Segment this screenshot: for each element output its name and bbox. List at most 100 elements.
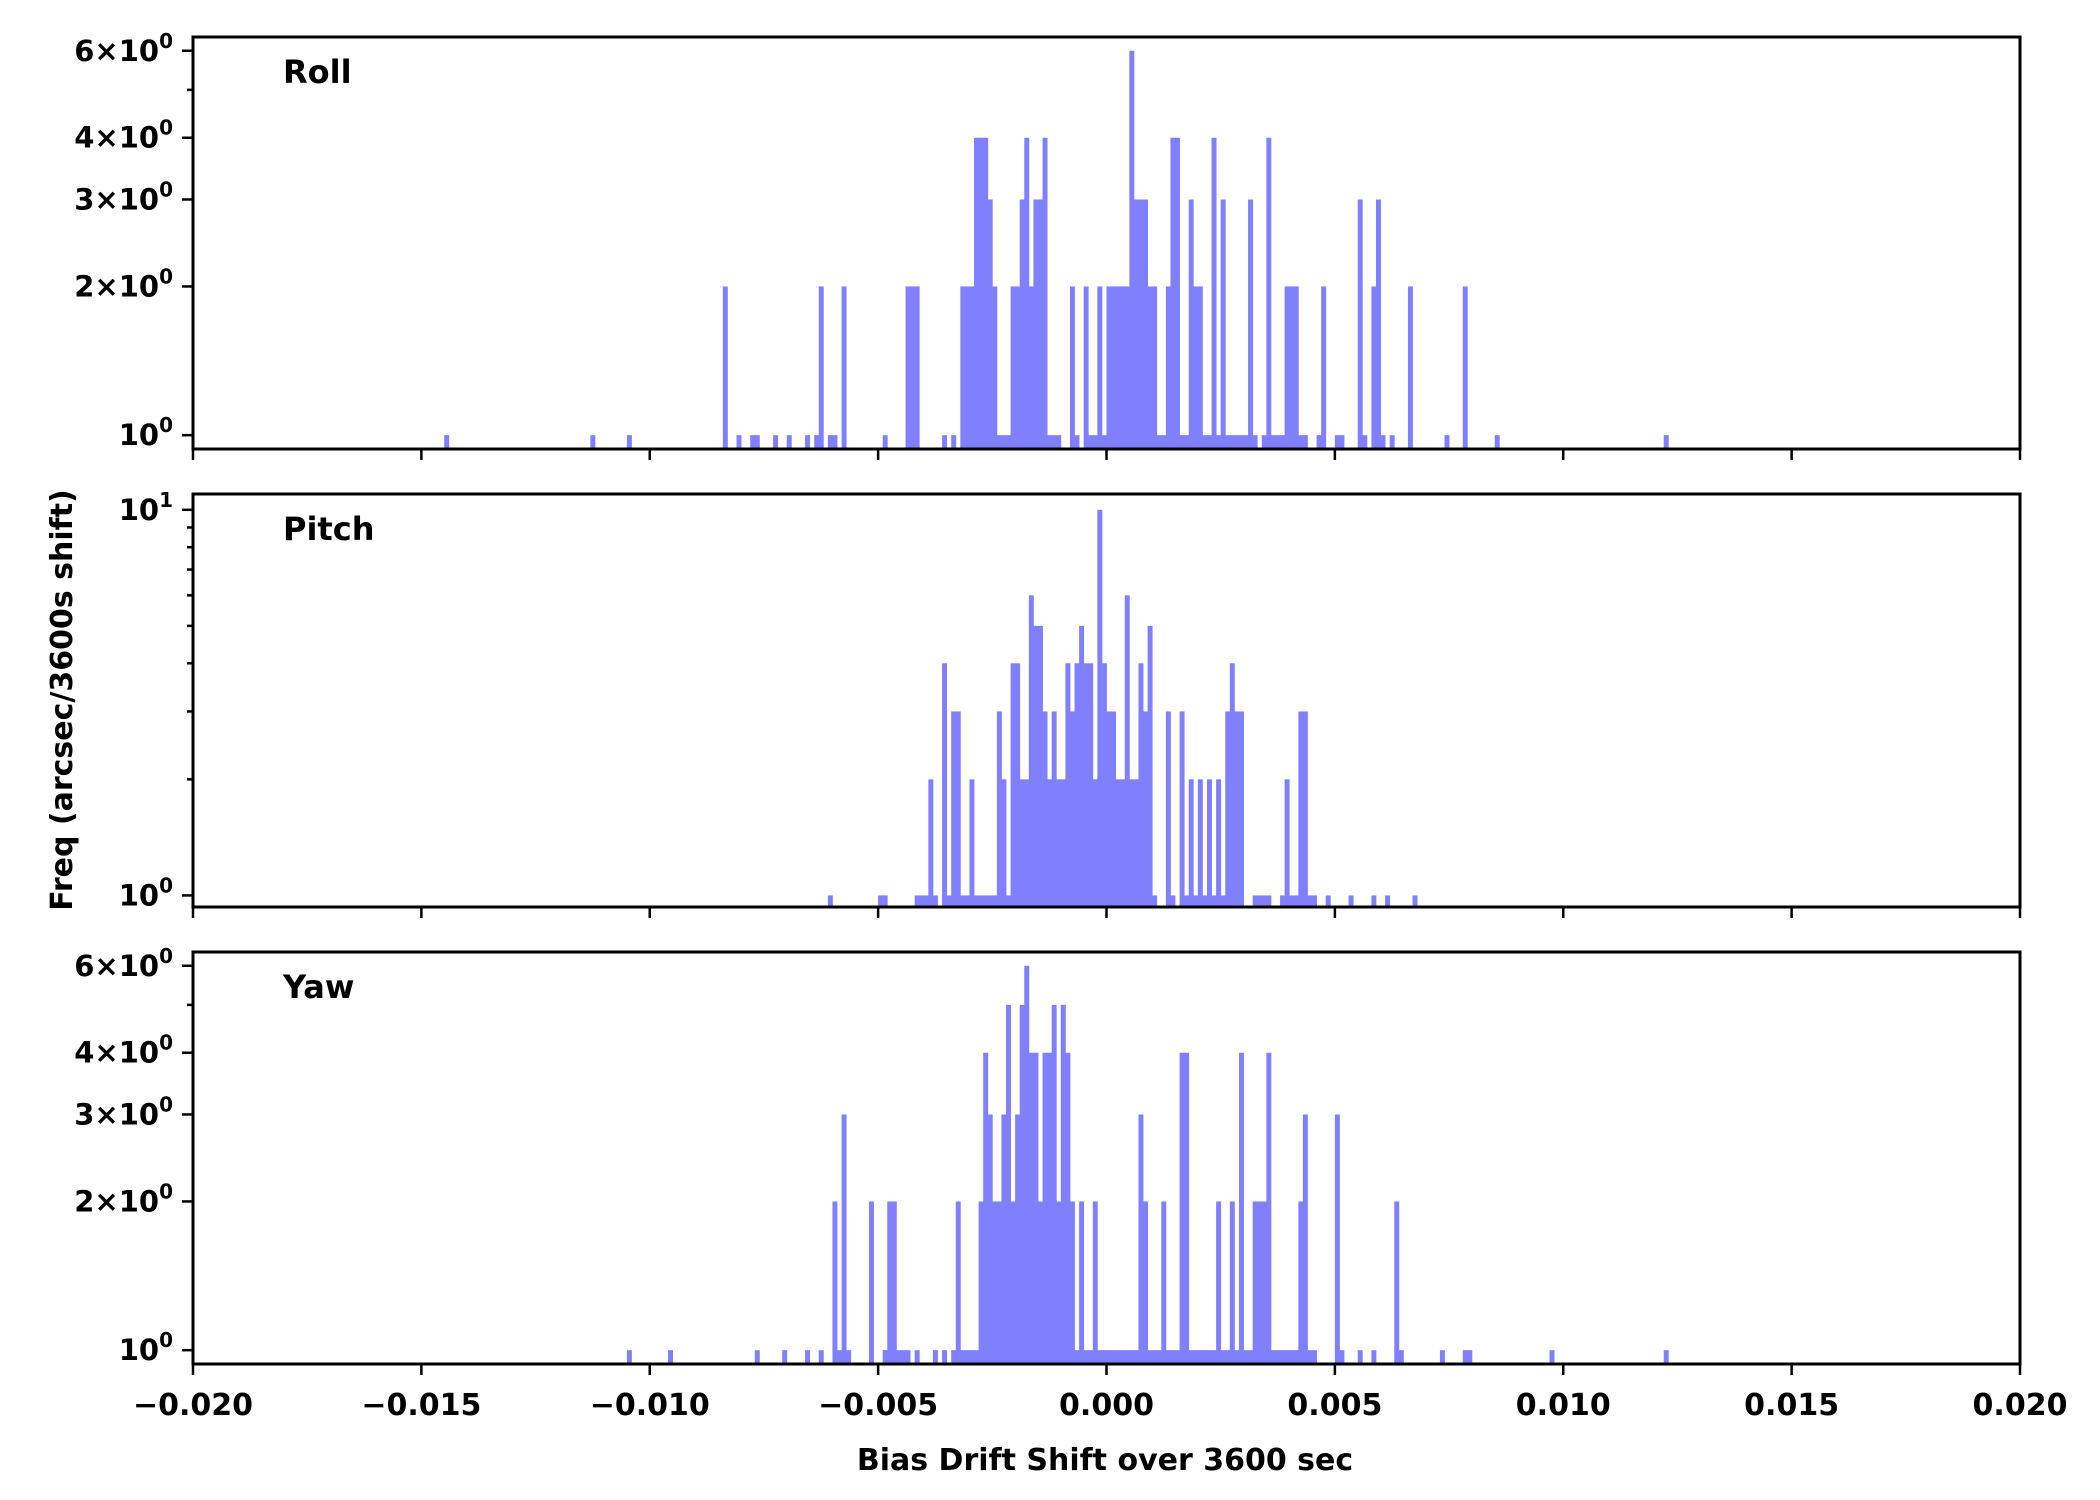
histogram-bar: [964, 286, 970, 449]
histogram-bar: [1083, 663, 1089, 907]
histogram-bar: [1170, 137, 1176, 449]
histogram-bar: [1298, 1201, 1304, 1364]
panel-label-pitch: Pitch: [283, 510, 374, 548]
histogram-bar: [910, 286, 916, 449]
histogram-bar: [914, 895, 920, 907]
histogram-bar: [1065, 1052, 1071, 1364]
histogram-bar: [1088, 663, 1094, 907]
histogram-bar: [868, 1201, 874, 1364]
histogram-bar: [882, 435, 888, 449]
histogram-bar: [955, 1201, 961, 1364]
histogram-bar: [1280, 895, 1286, 907]
histogram-bar: [914, 286, 920, 449]
histogram-bar: [1097, 286, 1103, 449]
histogram-bar: [983, 137, 989, 449]
panel-label-roll: Roll: [283, 53, 352, 91]
histogram-bar: [1006, 895, 1011, 907]
histogram-bar: [1001, 435, 1007, 449]
histogram-bar: [987, 1114, 993, 1364]
histogram-bar: [1389, 435, 1395, 449]
histogram-bar: [1056, 1201, 1062, 1364]
histogram-bar: [887, 1201, 893, 1364]
histogram-bar: [1074, 663, 1080, 907]
histogram-bar: [1019, 199, 1025, 449]
histogram-bar: [974, 895, 980, 907]
histogram-bar: [1037, 1201, 1043, 1364]
histogram-bar: [1060, 779, 1066, 907]
histogram-bar: [1280, 435, 1286, 449]
histogram-bar: [754, 1350, 760, 1364]
histogram-bar: [1248, 1350, 1254, 1364]
histogram-bar: [1129, 1350, 1135, 1364]
histogram-bar: [1348, 895, 1354, 907]
histogram-bar: [1467, 1350, 1473, 1364]
histogram-bar: [1006, 435, 1011, 449]
histogram-bar: [1015, 663, 1021, 907]
histogram-bar: [1019, 779, 1025, 907]
histogram-bar: [1184, 435, 1190, 449]
histogram-bar: [782, 1350, 788, 1364]
histogram-bar: [1010, 1201, 1016, 1364]
histogram-bar: [1225, 1350, 1231, 1364]
histogram-bar: [1298, 711, 1304, 907]
histogram-bar: [969, 779, 975, 907]
histogram-bar: [1312, 895, 1318, 907]
histogram-bar: [1175, 137, 1180, 449]
histogram-bar: [805, 1350, 811, 1364]
histogram-bar: [1220, 199, 1226, 449]
histogram-bar: [1284, 286, 1290, 449]
histogram-bar: [846, 1350, 852, 1364]
histogram-bar: [1120, 1350, 1126, 1364]
histogram-bar: [1165, 286, 1171, 449]
histogram-bar: [1216, 435, 1222, 449]
histogram-bar: [974, 137, 980, 449]
histogram-bar: [1010, 663, 1016, 907]
histogram-bar: [1115, 779, 1121, 907]
histogram-bar: [1051, 711, 1057, 907]
histogram-bar: [1280, 1350, 1286, 1364]
histogram-bar: [1261, 435, 1267, 449]
x-tick-label: 0.020: [1973, 1388, 2068, 1423]
histogram-bar: [1225, 435, 1231, 449]
histogram-bar: [1028, 286, 1034, 449]
histogram-bar: [1238, 1052, 1244, 1364]
histogram-bar: [992, 895, 998, 907]
histogram-bar: [1252, 895, 1258, 907]
histogram-bar: [1161, 1201, 1167, 1364]
histogram-bar: [1033, 625, 1039, 907]
histogram-bar: [1133, 199, 1139, 449]
histogram-bar: [1056, 435, 1062, 449]
histogram-bar: [1206, 779, 1212, 907]
histogram-bar: [1316, 435, 1322, 449]
histogram-bar: [1115, 286, 1121, 449]
histogram-bar: [1270, 1350, 1276, 1364]
histogram-bar: [1220, 895, 1226, 907]
histogram-bar: [1097, 1350, 1103, 1364]
histogram-bar: [1334, 435, 1340, 449]
histogram-bar: [1257, 1201, 1263, 1364]
histogram-bar: [969, 1350, 975, 1364]
histogram-bar: [960, 895, 966, 907]
histogram-bar: [1161, 435, 1167, 449]
histogram-bar: [1143, 1201, 1149, 1364]
histogram-bar: [590, 435, 596, 449]
histogram-bar: [1234, 435, 1240, 449]
histogram-bar: [1216, 1201, 1222, 1364]
histogram-bar: [1193, 1350, 1199, 1364]
histogram-bar: [1037, 625, 1043, 907]
y-tick-label: 4×100: [74, 1031, 173, 1070]
y-tick-label: 2×100: [74, 1179, 173, 1218]
y-tick-label: 6×100: [74, 29, 173, 68]
histogram-bar: [1097, 509, 1103, 907]
histogram-bar: [1229, 1201, 1235, 1364]
histogram-bar: [983, 895, 989, 907]
histogram-bar: [1143, 199, 1149, 449]
histogram-bar: [841, 286, 847, 449]
histogram-bar: [1175, 1350, 1180, 1364]
histogram-bar: [626, 435, 632, 449]
histogram-bar: [1302, 435, 1308, 449]
histogram-bar: [992, 1201, 998, 1364]
histogram-bar: [837, 1350, 842, 1364]
histogram-bar: [1188, 779, 1194, 907]
histogram-bar: [1033, 199, 1039, 449]
